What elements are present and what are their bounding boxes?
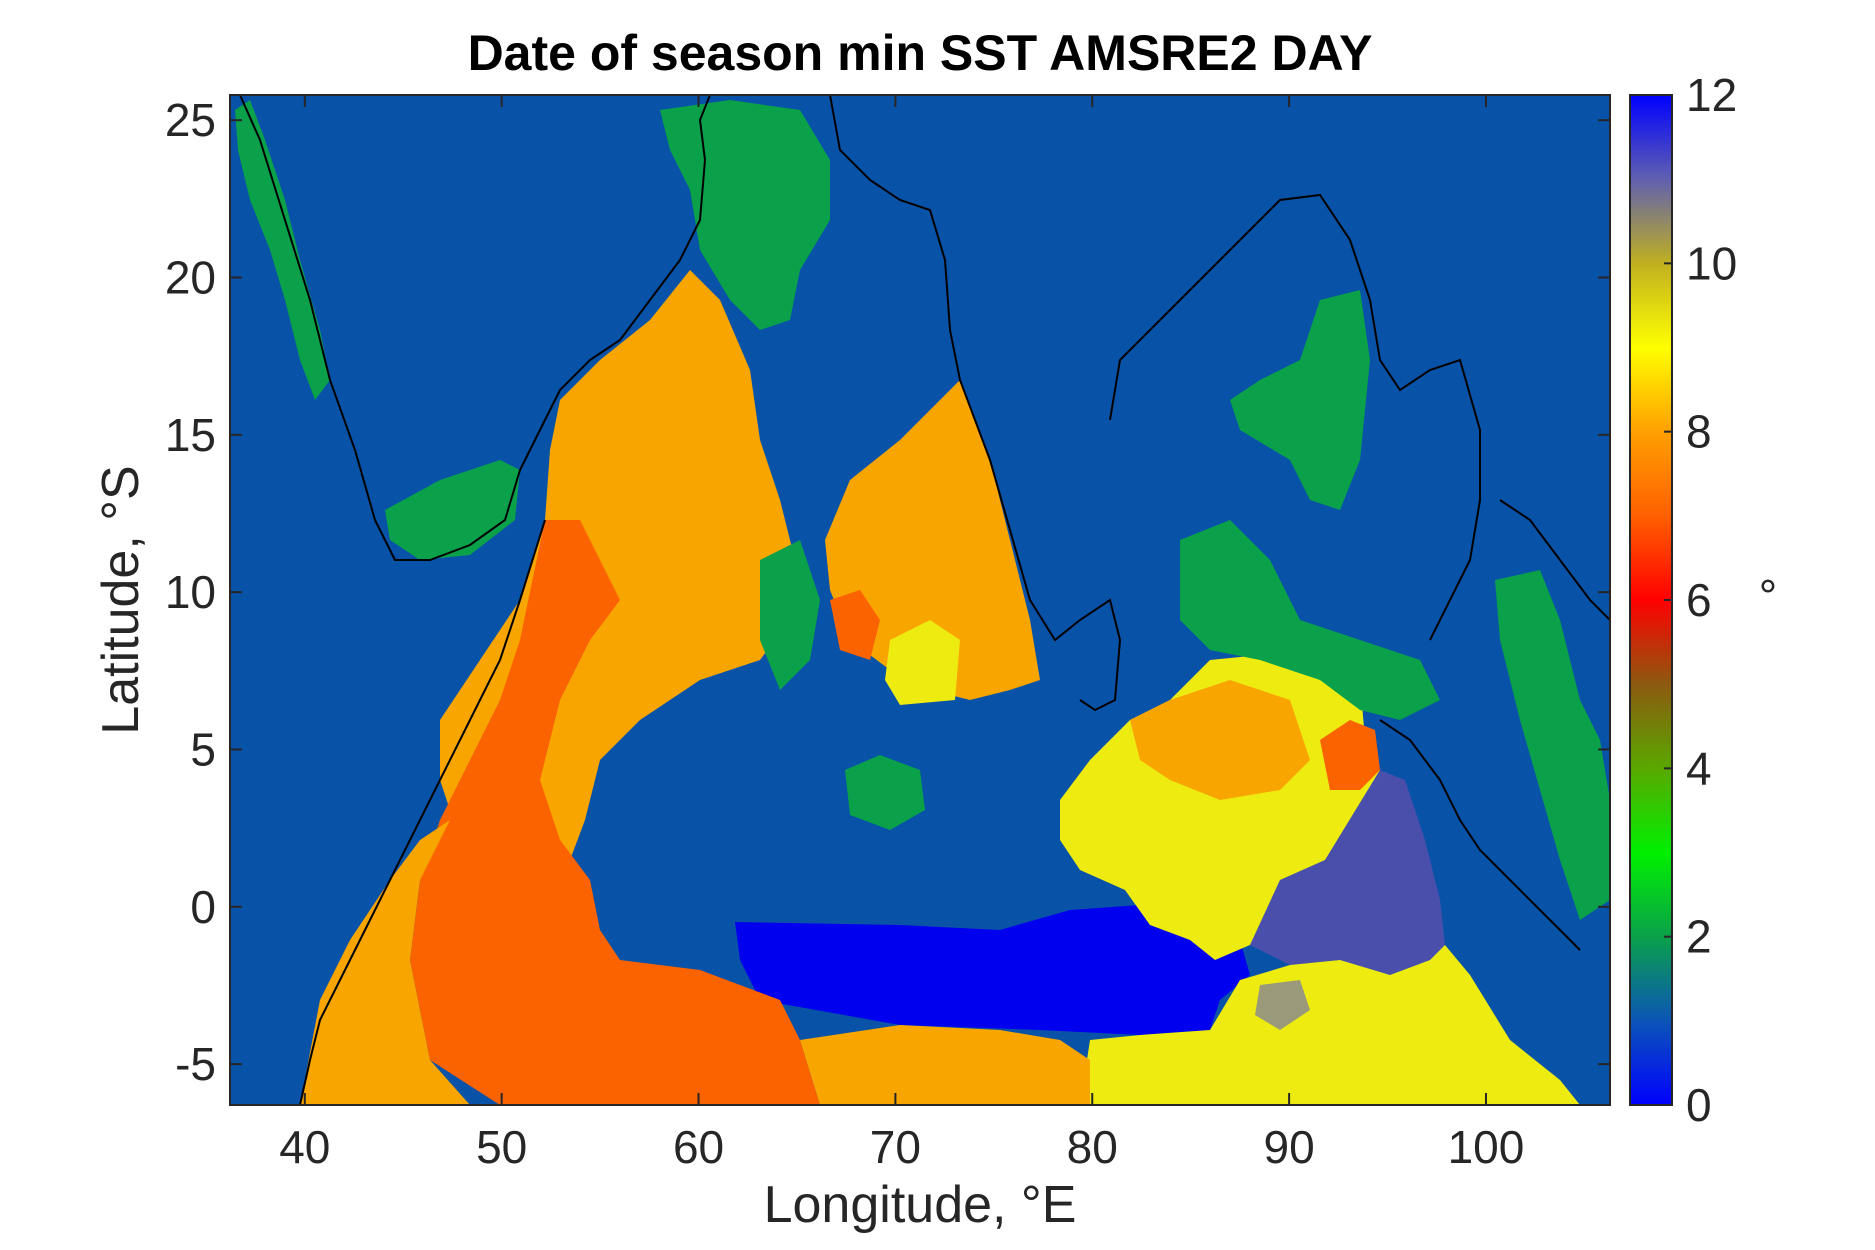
region-green-bay-east bbox=[1180, 520, 1440, 720]
x-tick-label: 40 bbox=[279, 1121, 330, 1173]
region-grey-patch bbox=[1255, 980, 1310, 1030]
x-axis-label: Longitude, °E bbox=[764, 1176, 1077, 1234]
region-purple bbox=[1250, 770, 1445, 975]
region-green-oman bbox=[385, 460, 520, 560]
y-tick-label: 15 bbox=[165, 409, 216, 461]
region-dark-orange-bay bbox=[1320, 720, 1380, 790]
x-tick-label: 90 bbox=[1264, 1121, 1315, 1173]
x-tick-label: 100 bbox=[1448, 1121, 1525, 1173]
region-lakshadweep-dark-orange bbox=[830, 590, 880, 660]
region-orange-bay bbox=[1130, 680, 1310, 800]
region-equatorial-band bbox=[735, 905, 1250, 1035]
colorbar-tick-label: 12 bbox=[1686, 69, 1737, 121]
region-green-malaya bbox=[1495, 570, 1610, 920]
colorbar-tick-label: 8 bbox=[1686, 406, 1712, 458]
y-tick-label: 10 bbox=[165, 566, 216, 618]
x-tick-label: 70 bbox=[870, 1121, 921, 1173]
x-axis-ticks: 40 50 60 70 80 90 100 bbox=[279, 95, 1524, 1173]
x-tick-label: 80 bbox=[1067, 1121, 1118, 1173]
y-axis-ticks: 25 20 15 10 5 0 -5 bbox=[165, 94, 1610, 1090]
y-axis-label: Latitude, °S bbox=[92, 465, 150, 734]
x-tick-label: 50 bbox=[476, 1121, 527, 1173]
colorbar-tick-label: 4 bbox=[1686, 742, 1712, 794]
coastline bbox=[239, 95, 1610, 1105]
plot-frame bbox=[229, 94, 1611, 1106]
region-yellow-south bbox=[1080, 945, 1580, 1105]
y-tick-label: 20 bbox=[165, 251, 216, 303]
region-south-orange bbox=[300, 820, 470, 1105]
map-area bbox=[230, 95, 1610, 1105]
region-green-midsea bbox=[845, 755, 925, 830]
x-tick-label: 60 bbox=[673, 1121, 724, 1173]
region-south-orange-east bbox=[800, 1025, 1090, 1105]
region-green-west-india bbox=[760, 540, 820, 690]
colorbar-ticks: 12 10 8 6 4 2 0 bbox=[1664, 69, 1737, 1131]
y-tick-label: 5 bbox=[190, 723, 216, 775]
colorbar-tick-label: 2 bbox=[1686, 911, 1712, 963]
colorbar-label: ° bbox=[1759, 570, 1777, 622]
region-green-gujarat bbox=[660, 100, 830, 330]
region-green-red-sea bbox=[235, 100, 330, 400]
colorbar-tick-label: 6 bbox=[1686, 574, 1712, 626]
y-tick-label: 25 bbox=[165, 94, 216, 146]
colorbar-tick-label: 10 bbox=[1686, 237, 1737, 289]
region-somali-dark-orange bbox=[410, 520, 820, 1105]
y-tick-label: 0 bbox=[190, 881, 216, 933]
region-lakshadweep-yellow bbox=[885, 620, 960, 705]
region-green-myanmar bbox=[1230, 290, 1370, 510]
y-tick-label: -5 bbox=[175, 1038, 216, 1090]
colorbar-tick-label: 0 bbox=[1686, 1079, 1712, 1131]
plot-title: Date of season min SST AMSRE2 DAY bbox=[468, 25, 1373, 81]
